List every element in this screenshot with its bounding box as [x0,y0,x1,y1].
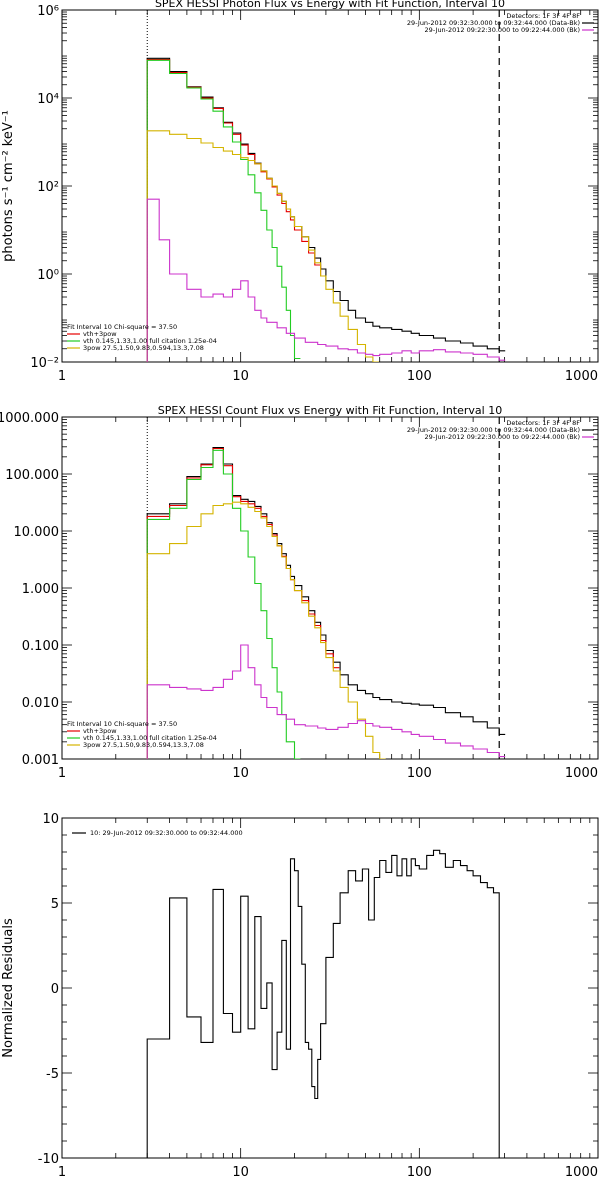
chart-title-0: SPEX HESSI Photon Flux vs Energy with Fi… [155,0,505,10]
chart-title-1: SPEX HESSI Count Flux vs Energy with Fit… [158,404,502,417]
series-line-0 [146,447,506,759]
series-line-3 [146,501,386,759]
x-tick-label: 1 [58,369,66,384]
series-line-0 [146,849,500,1158]
fit-legend-header: Fit Interval 10 Chi-square = 37.50 [67,323,177,331]
y-tick-label: 5 [51,897,59,912]
plot-frame-0 [61,9,599,363]
legend-entry: 29-Jun-2012 09:22:30.000 to 09:22:44.000… [425,433,580,441]
fit-legend-header: Fit Interval 10 Chi-square = 37.50 [67,720,177,728]
y-tick-label: 0.100 [22,639,59,654]
series-line-2 [146,59,301,362]
y-tick-label: 1000.000 [0,411,59,426]
plot-frame-1 [61,416,599,760]
x-tick-label: 100 [407,766,432,781]
y-tick-label: 100.000 [5,468,59,483]
fit-legend-entry: vth 0.145,1.33,1.00 full citation 1.25e-… [83,734,217,742]
x-tick-label: 1 [58,766,66,781]
y-tick-label: 10⁻² [30,356,59,371]
fit-legend-entry: vth+3pow [83,727,117,735]
legend-entry: 29-Jun-2012 09:32:30.000 to 09:32:44.000… [407,19,580,27]
fit-legend-entry: 3pow 27.5,1.50,9.83,0.594,13.3,7.08 [83,344,204,352]
legend-header: Detectors: 1F 3F 4F 8F [506,419,580,427]
series-line-4 [146,644,506,759]
fit-legend-entry: 3pow 27.5,1.50,9.83,0.594,13.3,7.08 [83,741,204,749]
y-axis-label-0: photons s⁻¹ cm⁻² keV⁻¹ [1,110,16,262]
y-tick-label: 0.001 [22,753,59,768]
series-line-0 [146,57,506,362]
fit-legend-entry: vth 0.145,1.33,1.00 full citation 1.25e-… [83,337,217,345]
x-tick-label: 10 [232,369,249,384]
y-tick-label: 10⁰ [37,268,59,283]
legend-entry: 10: 29-Jun-2012 09:32:30.000 to 09:32:44… [90,829,243,837]
x-tick-label: 100 [407,369,432,384]
y-tick-label: 10⁴ [37,92,59,107]
x-tick-label: 1000 [565,766,598,781]
x-tick-label: 1000 [565,1165,598,1180]
y-tick-label: 10 [42,812,59,827]
fit-legend-entry: vth+3pow [83,330,117,338]
x-tick-label: 100 [407,1165,432,1180]
x-tick-label: 1 [58,1165,66,1180]
y-tick-label: 0 [51,982,59,997]
series-line-4 [146,198,506,362]
x-tick-label: 10 [232,1165,249,1180]
y-tick-label: 0.010 [22,696,59,711]
y-tick-label: 10² [37,180,59,195]
legend-entry: 29-Jun-2012 09:22:30.000 to 09:22:44.000… [425,26,580,34]
series-line-3 [146,130,379,362]
x-tick-label: 1000 [565,369,598,384]
series-line-2 [146,449,301,759]
x-tick-label: 10 [232,766,249,781]
y-axis-label-2: Normalized Residuals [1,918,16,1058]
y-tick-label: 1.000 [22,582,59,597]
y-tick-label: -10 [38,1152,59,1167]
y-tick-label: -5 [46,1067,59,1082]
legend-entry: 29-Jun-2012 09:32:30.000 to 09:32:44.000… [407,426,580,434]
y-tick-label: 10.000 [14,525,60,540]
plot-frame-2 [61,817,599,1159]
legend-header: Detectors: 1F 3F 4F 8F [506,12,580,20]
y-tick-label: 10⁶ [37,4,59,19]
